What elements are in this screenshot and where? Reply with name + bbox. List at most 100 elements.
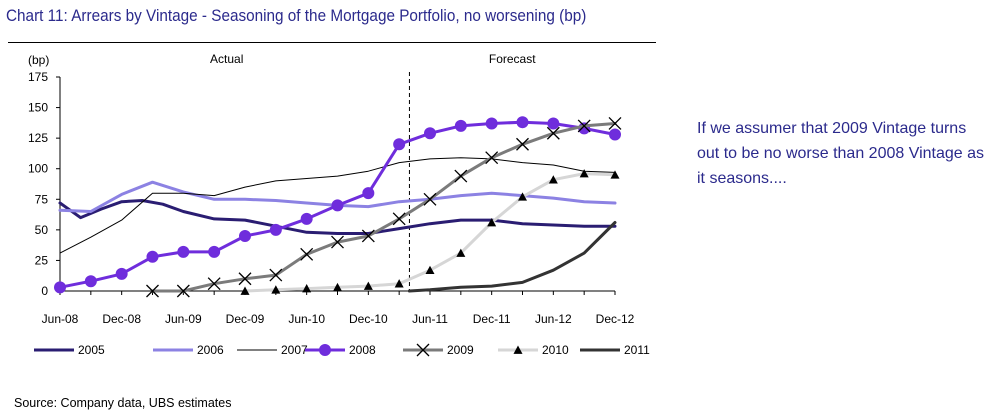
data-point-2008: [362, 187, 375, 200]
y-tick-label: 75: [35, 192, 49, 206]
series-2008: [54, 116, 621, 294]
data-point-2008: [516, 116, 529, 129]
data-point-2008: [393, 138, 406, 151]
series-2009: [146, 117, 622, 298]
x-tick-label: Jun-10: [288, 312, 325, 326]
data-point-2008: [485, 117, 498, 130]
data-point-2009: [454, 169, 468, 183]
data-point-2008: [177, 245, 190, 258]
region-label-actual: Actual: [210, 52, 243, 66]
x-tick-label: Jun-08: [42, 312, 79, 326]
data-point-2010: [394, 279, 404, 288]
data-point-2008: [609, 128, 621, 141]
series-line-2005: [58, 199, 617, 235]
legend-marker-2008: [319, 344, 331, 356]
region-label-forecast: Forecast: [489, 52, 536, 66]
legend-label-2010: 2010: [542, 343, 569, 357]
x-tick-label: Jun-12: [535, 312, 572, 326]
data-point-2010: [240, 286, 250, 295]
series-2005: [58, 199, 617, 235]
legend-label-2006: 2006: [197, 343, 224, 357]
data-point-2008: [208, 245, 221, 258]
data-point-2008: [115, 267, 128, 280]
x-tick-label: Dec-10: [349, 312, 388, 326]
data-point-2009: [176, 284, 190, 298]
data-point-2009: [146, 284, 159, 298]
legend-item-2009: 2009: [403, 343, 474, 357]
arrears-line-chart: 0 25 50 75 100 125 150 175 (bp) Jun-08 Dec-08 Jun-0…: [28, 52, 650, 357]
x-tick-label: Jun-11: [412, 312, 448, 326]
legend-label-2011: 2011: [624, 343, 650, 357]
legend-marker-2009: [416, 343, 430, 357]
data-point-2008: [239, 229, 251, 242]
data-point-2008: [300, 212, 313, 225]
x-tick-label: Dec-12: [596, 312, 635, 326]
data-point-2009: [207, 277, 221, 291]
legend-item-2006: 2006: [153, 343, 224, 357]
data-point-2009: [608, 117, 622, 130]
title-divider: [8, 42, 656, 43]
y-tick-label: 0: [41, 284, 48, 298]
data-point-2009: [269, 268, 283, 282]
data-point-2010: [610, 170, 620, 179]
data-point-2009: [300, 247, 314, 261]
series-2010: [240, 169, 620, 295]
data-point-2009: [577, 119, 591, 133]
data-point-2009: [331, 235, 344, 249]
data-point-2009: [546, 126, 560, 140]
series-line-2011: [407, 221, 617, 293]
data-point-2008: [146, 250, 159, 263]
y-tick-label: 125: [28, 131, 48, 145]
data-point-2009: [392, 212, 406, 226]
series-2007: [59, 157, 616, 254]
x-tick-label: Dec-11: [473, 312, 511, 326]
annotation-note: If we assumer that 2009 Vintage turns ou…: [697, 120, 985, 187]
legend-item-2007: 2007: [237, 343, 308, 357]
data-point-2010: [425, 265, 435, 275]
y-axis-unit-label: (bp): [28, 53, 49, 67]
y-tick-label: 50: [35, 223, 49, 237]
series-2011: [407, 221, 617, 293]
data-point-2008: [424, 127, 436, 140]
legend-item-2010: 2010: [498, 343, 569, 357]
chart-title: Chart 11: Arrears by Vintage - Seasoning…: [6, 6, 587, 25]
legend-item-2011: 2011: [580, 343, 650, 357]
y-tick-label: 25: [35, 253, 49, 267]
data-point-2009: [485, 151, 499, 165]
source-note: Source: Company data, UBS estimates: [14, 396, 232, 410]
y-tick-label: 100: [28, 162, 48, 176]
data-point-2010: [271, 285, 281, 294]
legend-label-2009: 2009: [447, 343, 474, 357]
data-point-2008: [269, 223, 282, 236]
legend-label-2008: 2008: [349, 343, 376, 357]
data-point-2009: [361, 229, 375, 243]
data-point-2008: [84, 275, 97, 288]
legend-label-2005: 2005: [78, 343, 105, 357]
data-point-2010: [333, 282, 342, 292]
data-point-2010: [487, 218, 497, 227]
data-point-2009: [423, 192, 437, 206]
x-tick-label: Dec-08: [102, 312, 141, 326]
data-point-2010: [518, 192, 527, 201]
legend-item-2005: 2005: [34, 343, 105, 357]
series-line-2009: [151, 122, 617, 293]
data-point-2008: [454, 119, 467, 132]
data-point-2010: [579, 169, 589, 178]
data-point-2009: [516, 137, 529, 151]
y-tick-label: 150: [28, 101, 48, 115]
data-point-2009: [238, 272, 252, 286]
x-tick-label: Jun-09: [165, 312, 202, 326]
data-point-2010: [302, 284, 312, 293]
legend-label-2007: 2007: [281, 343, 308, 357]
data-point-2010: [548, 175, 558, 184]
series-line-2007: [59, 157, 616, 254]
data-point-2008: [547, 117, 560, 130]
data-point-2008: [54, 281, 66, 294]
legend-item-2008: 2008: [305, 343, 376, 357]
data-point-2008: [331, 199, 344, 212]
y-tick-label: 175: [28, 70, 48, 84]
data-point-2010: [456, 248, 466, 257]
x-tick-label: Dec-09: [226, 312, 265, 326]
data-point-2010: [363, 281, 373, 290]
legend-marker-2010: [513, 345, 523, 354]
